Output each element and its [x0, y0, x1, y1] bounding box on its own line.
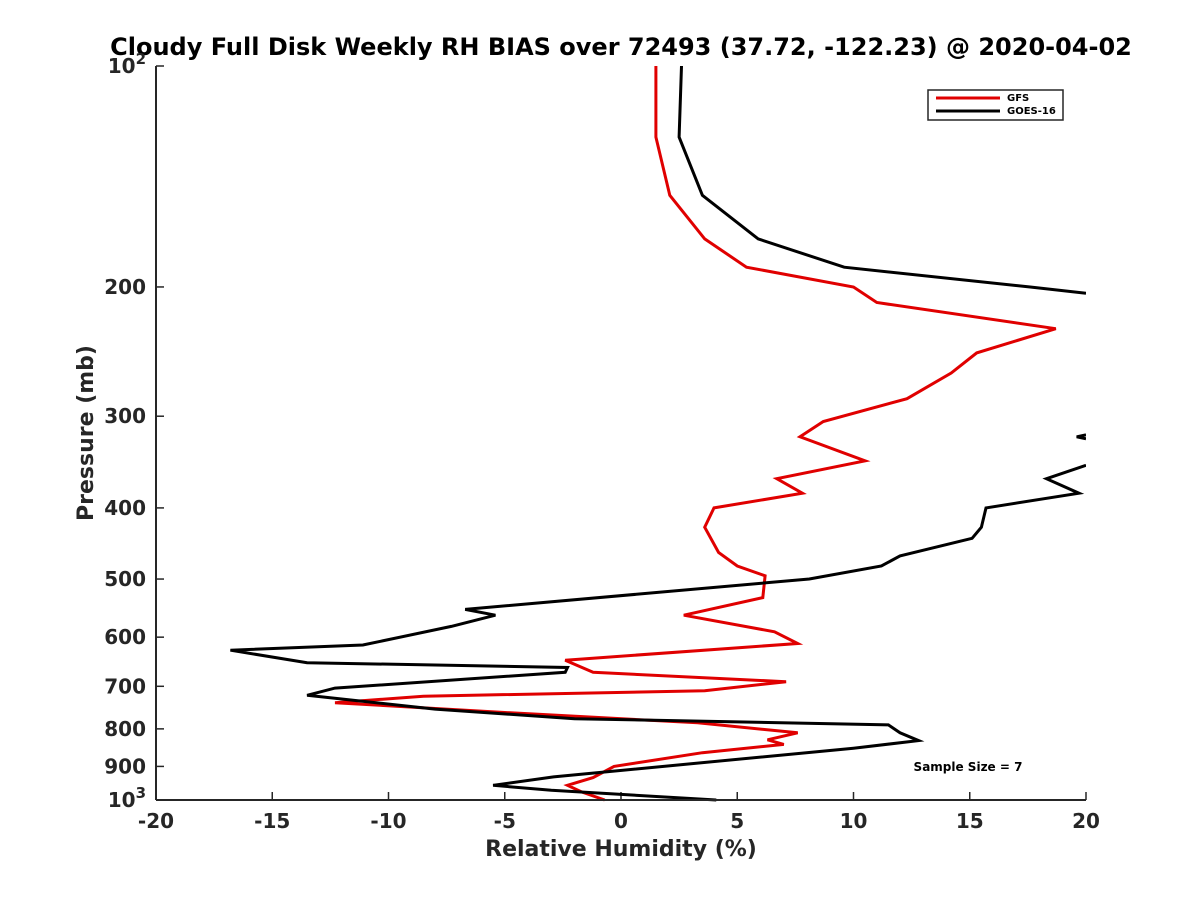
chart-title: Cloudy Full Disk Weekly RH BIAS over 724… — [110, 33, 1132, 61]
legend-label-gfs: GFS — [1007, 93, 1029, 104]
y-tick-label: 600 — [104, 625, 146, 649]
x-tick-label: 20 — [1072, 809, 1100, 833]
x-tick-label: -20 — [138, 809, 174, 833]
y-axis-ticks: 102 200 300 400 500 600 700 800 900 103 — [104, 50, 164, 812]
x-axis-label: Relative Humidity (%) — [485, 837, 757, 862]
legend: GFS GOES-16 — [927, 89, 1064, 121]
legend-box — [927, 89, 1064, 121]
x-tick-label: -5 — [494, 809, 516, 833]
series-line-goes16 — [230, 65, 1086, 802]
x-tick-label: 0 — [614, 809, 628, 833]
y-tick-label: 200 — [104, 275, 146, 299]
x-tick-label: 10 — [840, 809, 868, 833]
plot-area — [230, 65, 1086, 802]
y-tick-label: 103 — [108, 784, 146, 812]
series-line-gfs — [334, 66, 1057, 802]
y-tick-label: 102 — [108, 50, 146, 78]
legend-label-goes16: GOES-16 — [1007, 106, 1056, 117]
x-tick-label: 5 — [730, 809, 744, 833]
y-tick-label: 400 — [104, 496, 146, 520]
x-axis-ticks: -20 -15 -10 -5 0 5 10 15 20 — [138, 792, 1100, 833]
y-tick-label: 300 — [104, 404, 146, 428]
x-tick-label: -10 — [370, 809, 406, 833]
sample-size-annotation: Sample Size = 7 — [914, 760, 1023, 774]
y-tick-label: 500 — [104, 567, 146, 591]
y-tick-label: 700 — [104, 674, 146, 698]
y-tick-label: 900 — [104, 754, 146, 778]
x-tick-label: 15 — [956, 809, 984, 833]
x-tick-label: -15 — [254, 809, 290, 833]
y-axis-label: Pressure (mb) — [74, 345, 99, 521]
y-tick-label: 800 — [104, 717, 146, 741]
